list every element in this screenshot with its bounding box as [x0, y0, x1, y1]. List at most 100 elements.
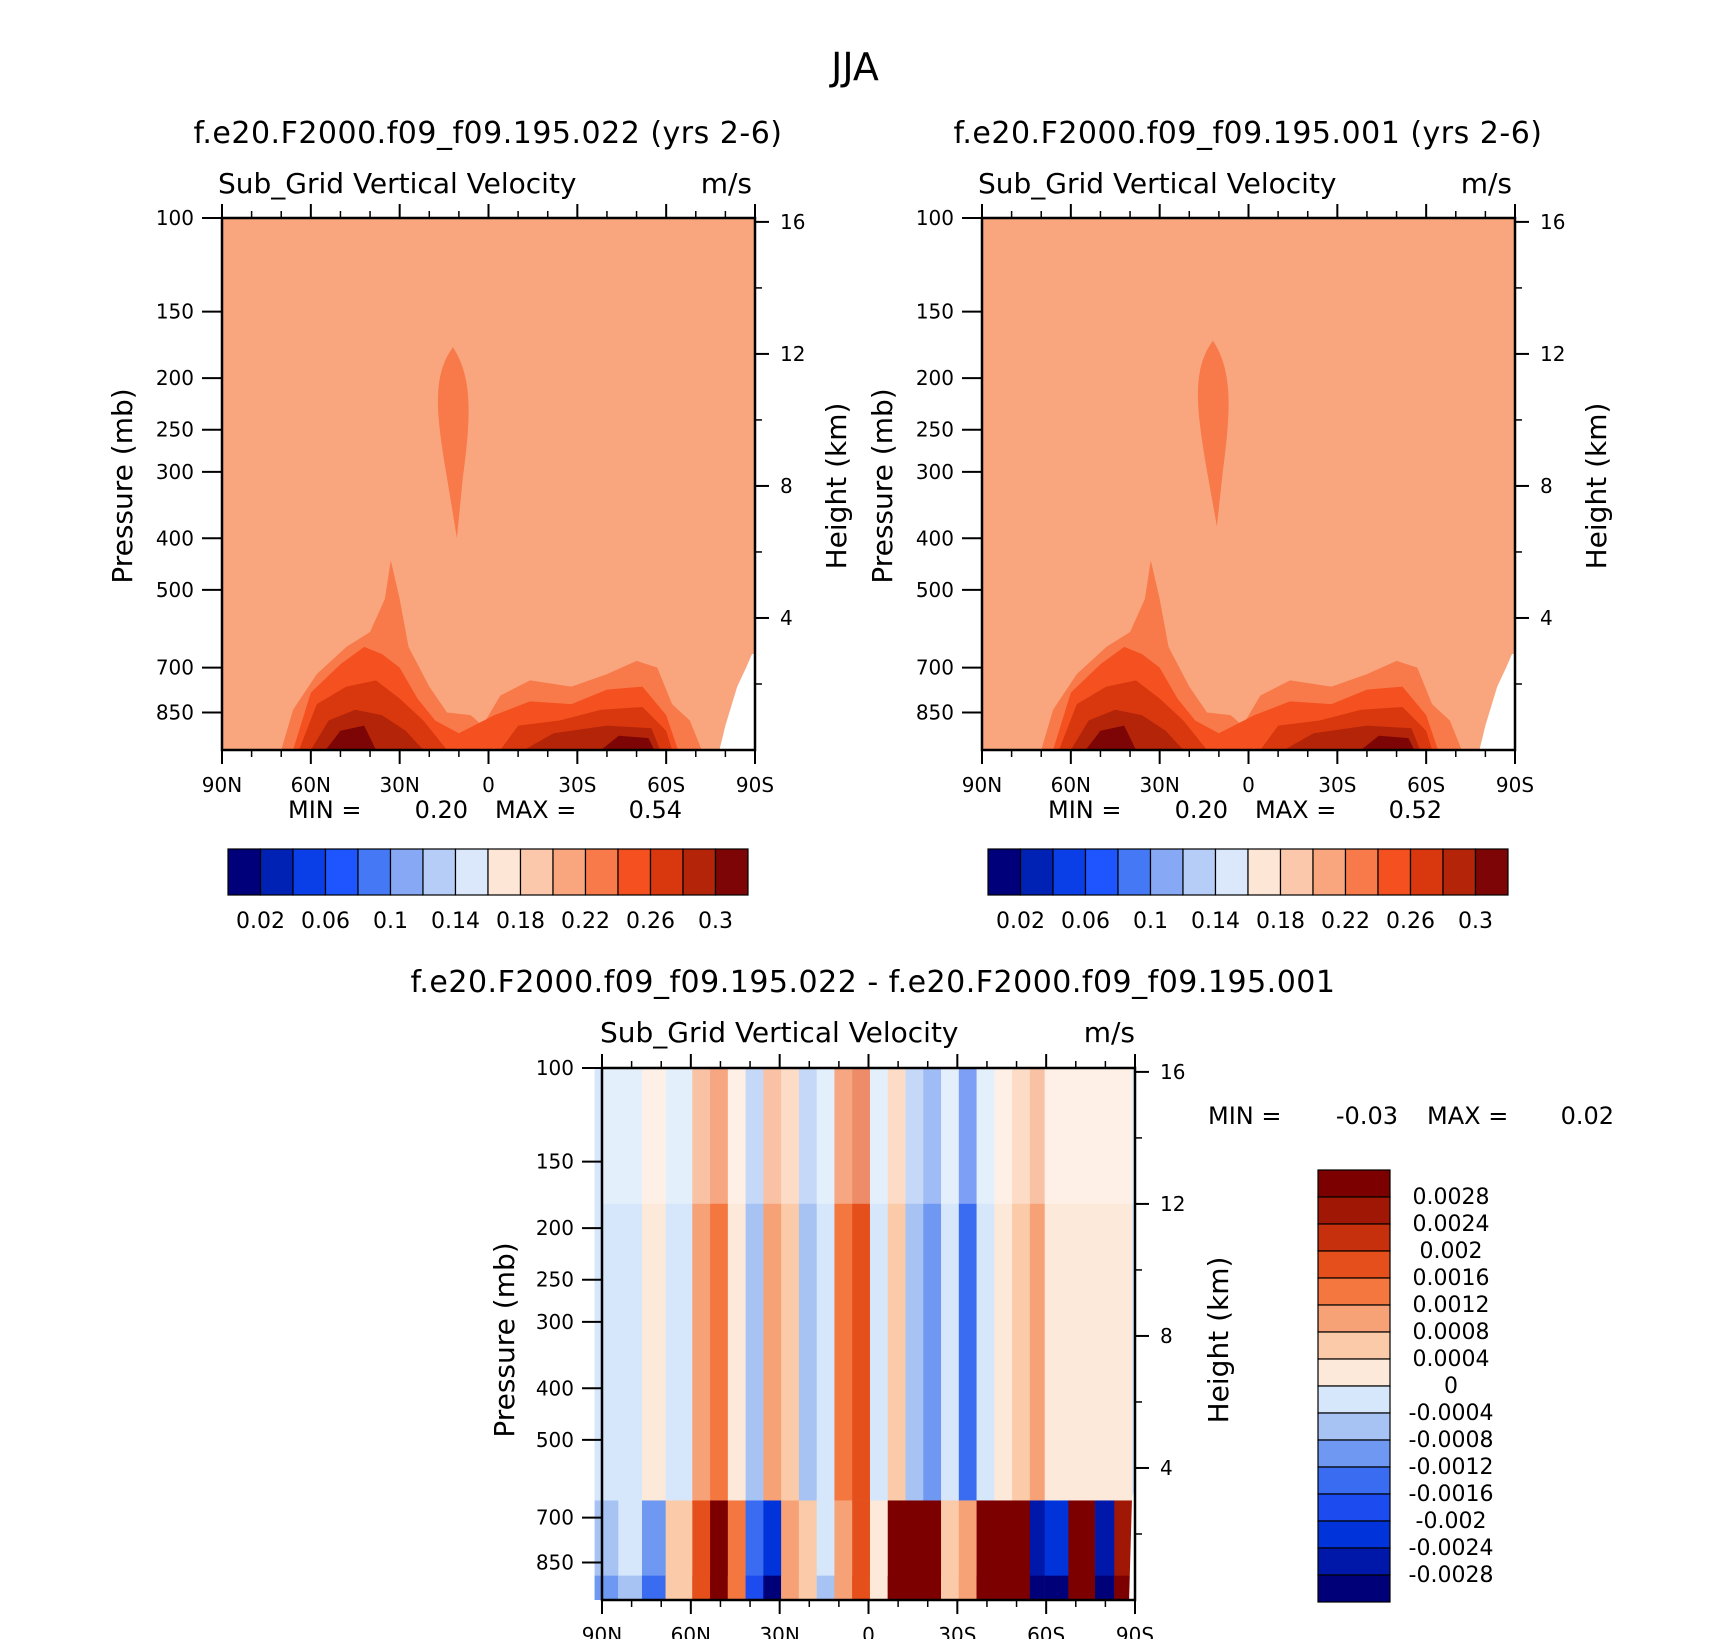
plot-area — [222, 218, 755, 750]
max-contour-south — [601, 735, 655, 750]
y-axis-right-label: Height (km) — [1580, 403, 1613, 570]
colorbar-label: 0.3 — [698, 909, 733, 934]
x-tick-label: 0 — [1242, 773, 1255, 797]
min-label: MIN = — [1208, 1102, 1281, 1130]
colorbar-swatch — [552, 848, 587, 896]
colorbar-label: 0.0004 — [1413, 1347, 1490, 1372]
colorbar-swatch — [357, 848, 392, 896]
diff-column-lower — [745, 1500, 767, 1600]
y-tick-label: 200 — [916, 366, 954, 390]
colorbar-label: 0.3 — [1458, 909, 1493, 934]
diff-column-upper — [763, 1068, 785, 1501]
colorbar-label: -0.0024 — [1409, 1536, 1494, 1561]
y-right-tick-label: 8 — [780, 474, 793, 498]
max-label: MAX = — [1427, 1102, 1508, 1130]
colorbar-swatch — [1052, 848, 1087, 896]
y-tick-label: 250 — [916, 418, 954, 442]
colorbar-swatch — [1317, 1169, 1391, 1198]
colorbar-swatch — [584, 848, 619, 896]
y-tick-label: 400 — [156, 526, 194, 550]
colorbar-swatch — [259, 848, 294, 896]
diff-column-upper — [594, 1068, 622, 1501]
x-tick-label: 60N — [291, 773, 331, 797]
upper-contour-lobe — [1197, 340, 1229, 527]
diff-column-upper — [976, 1068, 998, 1501]
colorbar-swatch — [1317, 1358, 1391, 1387]
diff-column-upper — [665, 1068, 693, 1501]
diff-surface-layer — [923, 1575, 945, 1600]
colorbar-label: 0.1 — [373, 909, 408, 934]
colorbar-label: -0.0004 — [1409, 1401, 1494, 1426]
panel-variable-title: Sub_Grid Vertical Velocity — [600, 1016, 959, 1049]
y-right-tick-label: 8 — [1160, 1324, 1173, 1348]
colorbar-swatch — [1214, 848, 1249, 896]
y-tick-label: 400 — [536, 1376, 574, 1400]
colorbar-swatch — [1317, 1196, 1391, 1225]
axes: 100 150 200 250 300 400 500 700 850 16 12 8 4 90N 60N 3… — [916, 204, 1565, 797]
max-contour-south — [1361, 735, 1415, 750]
axes: 100 150 200 250 300 400 500 700 850 16 12 8 4 90N 60N 3… — [156, 204, 805, 797]
diff-column-lower — [976, 1500, 998, 1600]
panel-run-title: f.e20.F2000.f09_f09.195.022 (yrs 2-6) — [194, 116, 783, 151]
diff-column-lower — [834, 1500, 856, 1600]
colorbar-swatch — [1317, 1493, 1391, 1522]
panel-run-022: f.e20.F2000.f09_f09.195.022 (yrs 2-6) Su… — [106, 116, 853, 934]
y-tick-label: 400 — [916, 526, 954, 550]
diff-column-upper — [710, 1068, 731, 1501]
y-tick-label: 500 — [536, 1428, 574, 1452]
colorbar-label: 0.18 — [496, 909, 545, 934]
max-label: MAX = — [495, 796, 576, 824]
y-tick-label: 850 — [156, 700, 194, 724]
colorbar-label: 0.0012 — [1413, 1293, 1490, 1318]
diff-surface-layer — [798, 1575, 820, 1600]
diff-column-upper — [781, 1068, 802, 1501]
min-label: MIN = — [1048, 796, 1121, 824]
diff-column-upper — [692, 1068, 714, 1501]
colorbar-swatch — [1317, 1385, 1391, 1414]
x-tick-label: 60S — [1027, 1623, 1065, 1639]
x-tick-label: 0 — [482, 773, 495, 797]
diff-surface-layer — [958, 1575, 980, 1600]
colorbar-swatch — [487, 848, 522, 896]
diff-column-lower — [1012, 1500, 1033, 1600]
diff-column-upper — [1044, 1068, 1072, 1501]
colorbar-swatch — [1279, 848, 1314, 896]
diff-column-lower — [923, 1500, 945, 1600]
diff-column-upper — [1095, 1068, 1116, 1501]
y-right-tick-label: 12 — [780, 342, 805, 366]
max-contour-north — [325, 725, 376, 750]
diff-column-upper — [923, 1068, 945, 1501]
panel-variable-title: Sub_Grid Vertical Velocity — [218, 167, 577, 200]
y-tick-label: 500 — [156, 578, 194, 602]
diff-column-lower — [869, 1500, 891, 1600]
x-tick-label: 90S — [1116, 1623, 1154, 1639]
diff-column-upper — [869, 1068, 891, 1501]
diff-column-upper — [905, 1068, 927, 1501]
diff-column-upper — [618, 1068, 645, 1501]
x-tick-label: 90S — [1496, 773, 1534, 797]
background-contour — [222, 218, 755, 750]
diff-surface-layer — [816, 1575, 838, 1600]
y-right-tick-label: 4 — [780, 606, 793, 630]
y-right-tick-label: 12 — [1540, 342, 1565, 366]
axes: 100 150 200 250 300 400 500 700 850 16 12 8 4 90N 60N 3… — [536, 1054, 1185, 1639]
colorbar-swatch — [1317, 1547, 1391, 1576]
diff-column-lower — [852, 1500, 873, 1600]
diff-column-lower — [941, 1500, 962, 1600]
diff-column-lower — [798, 1500, 820, 1600]
colorbar-label: 0.22 — [1321, 909, 1370, 934]
y-right-tick-label: 8 — [1540, 474, 1553, 498]
colorbar-swatch — [1317, 1331, 1391, 1360]
colorbar-swatch — [454, 848, 489, 896]
y-tick-label: 200 — [156, 366, 194, 390]
figure-title: JJA — [829, 45, 879, 89]
colorbar-swatch — [1317, 1412, 1391, 1441]
x-tick-label: 90N — [582, 1623, 622, 1639]
colorbar-swatch — [1019, 848, 1054, 896]
colorbar-swatch — [324, 848, 359, 896]
colorbar-label: 0.1 — [1133, 909, 1168, 934]
x-tick-label: 60S — [647, 773, 685, 797]
colorbar-swatch — [987, 848, 1022, 896]
diff-surface-layer — [887, 1575, 909, 1600]
panel-run-001: f.e20.F2000.f09_f09.195.001 (yrs 2-6) Su… — [866, 116, 1613, 934]
